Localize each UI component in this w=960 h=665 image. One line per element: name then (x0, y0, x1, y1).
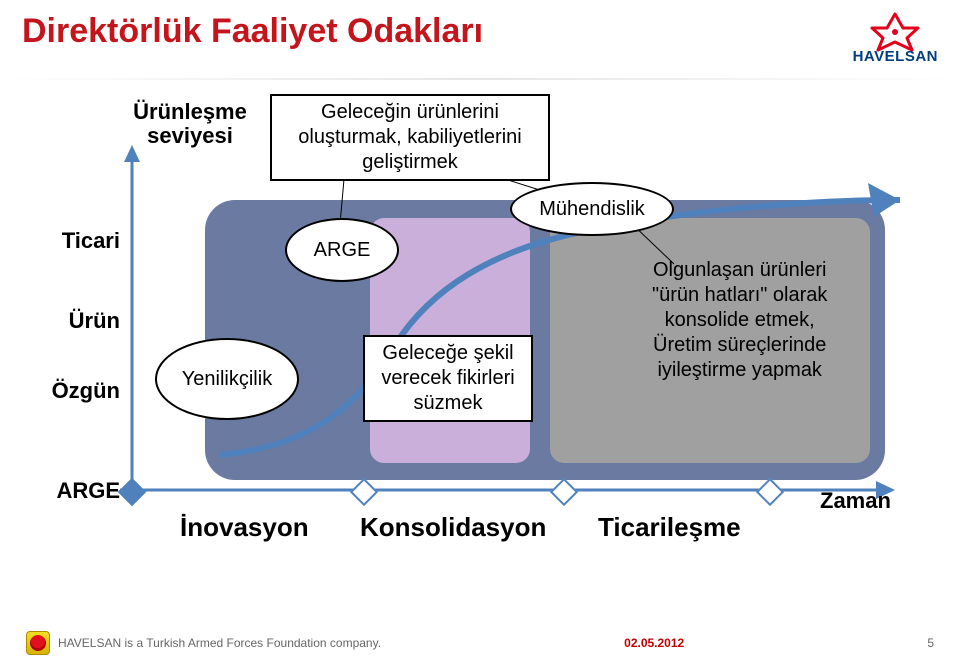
callout-line: iyileştirme yapmak (652, 358, 827, 383)
footer-left: HAVELSAN is a Turkish Armed Forces Found… (26, 631, 381, 655)
box-mid: Geleceğe şekil verecek fikirleri süzmek (363, 335, 533, 422)
footer: HAVELSAN is a Turkish Armed Forces Found… (0, 631, 960, 655)
footer-text: HAVELSAN is a Turkish Armed Forces Found… (58, 636, 381, 650)
callout-line: konsolide etmek, (652, 308, 827, 333)
shield-icon (26, 631, 50, 655)
phase-ticarilesme: Ticarileşme (598, 512, 741, 543)
slide: Direktörlük Faaliyet Odakları HAVELSAN Ü… (0, 0, 960, 665)
phase-konsolidasyon: Konsolidasyon (360, 512, 546, 543)
bubble-arge: ARGE (285, 218, 399, 282)
y-axis-arrow-icon (124, 145, 140, 162)
box-top: Geleceğin ürünlerini oluşturmak, kabiliy… (270, 94, 550, 181)
divider (0, 78, 960, 80)
company-logo: HAVELSAN (853, 10, 938, 65)
logo-text: HAVELSAN (853, 48, 938, 65)
footer-date: 02.05.2012 (624, 636, 684, 650)
bubble-yenilikcilik: Yenilikçilik (155, 338, 299, 420)
page-number: 5 (927, 636, 934, 650)
callout-line: Üretim süreçlerinde (652, 333, 827, 358)
bubble-muhendislik: Mühendislik (510, 182, 674, 236)
curve-arrow-icon (868, 183, 900, 217)
callout-line: "ürün hatları" olarak (652, 283, 827, 308)
diagram-area: Ürünleşme seviyesi Ticari Ürün Özgün ARG… (60, 100, 900, 570)
callout-right: Olgunlaşan ürünleri "ürün hatları" olara… (652, 258, 827, 383)
callout-line: Olgunlaşan ürünleri (652, 258, 827, 283)
phase-inovasyon: İnovasyon (180, 512, 309, 543)
star-icon (866, 10, 924, 50)
page-title: Direktörlük Faaliyet Odakları (22, 12, 483, 51)
x-axis-title: Zaman (820, 488, 891, 514)
